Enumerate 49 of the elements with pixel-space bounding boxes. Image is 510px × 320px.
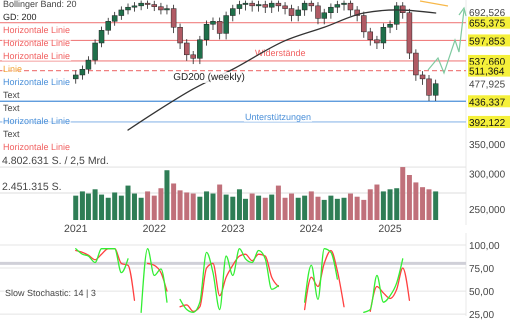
bar [400,167,406,220]
ref-line-label: 4.802.631 S. / 2,5 Mrd. [2,155,109,168]
x-tick-label: 2021 [64,223,88,235]
annotation: GD: 200 [3,12,37,22]
bar [224,194,229,220]
annotation: Text [3,90,20,100]
x-tick-label: 2023 [221,223,245,235]
annotation: Bollinger Band: 20 [3,0,77,9]
annotation: Horizontale Linie [3,77,70,87]
bar [256,196,262,220]
bar [269,194,274,220]
ref-line-label: 392,122 [469,118,506,129]
ref-line-label: 436,337 [469,97,506,108]
annotation: Unterstützungen [245,112,312,122]
series-label: GD200 (weekly) [173,72,245,83]
y-tick-label: 300,000 [469,170,506,181]
annotation: Horizontale Linie [3,51,70,61]
y-tick-label: 25,00 [469,310,494,320]
annotation: Horizontale Linie [3,25,70,35]
bar [322,200,327,220]
ref-line-label: 537,660 [469,56,506,68]
y-tick-label: 50,00 [469,287,494,298]
x-tick-label: 2025 [378,223,402,235]
ref-line-label: 2.451.315 S. [2,181,62,193]
annotation: Horizontale Linie [3,142,70,152]
y-tick-label: 477,925 [469,80,506,91]
bar [145,191,150,220]
y-tick-label: 250,000 [469,204,506,216]
annotation: Text [3,103,20,113]
annotation: Slow Stochastic: 14 | 3 [5,288,96,298]
y-tick-label: 75,00 [469,264,494,276]
bar [250,194,255,220]
annotation: Linie [3,64,22,74]
ref-line-label: 511,364 [469,66,505,78]
annotation: Horizontale Linie [3,116,70,126]
x-tick-label: 2022 [142,223,166,235]
annotation: Text [3,129,20,139]
bar [164,170,170,220]
ref-line-label: 655,375 [469,18,506,30]
y-tick-label: 692,526 [469,8,506,20]
bar [262,198,268,220]
ref-line-label: 597,853 [469,36,506,48]
annotation: Horizontale Linie [3,38,70,48]
bar [217,184,222,220]
x-tick-label: 2024 [300,223,324,235]
y-tick-label: 350,000 [469,140,506,151]
bar [433,191,438,220]
y-tick-label: 100,00 [469,240,500,252]
bar [73,196,78,220]
